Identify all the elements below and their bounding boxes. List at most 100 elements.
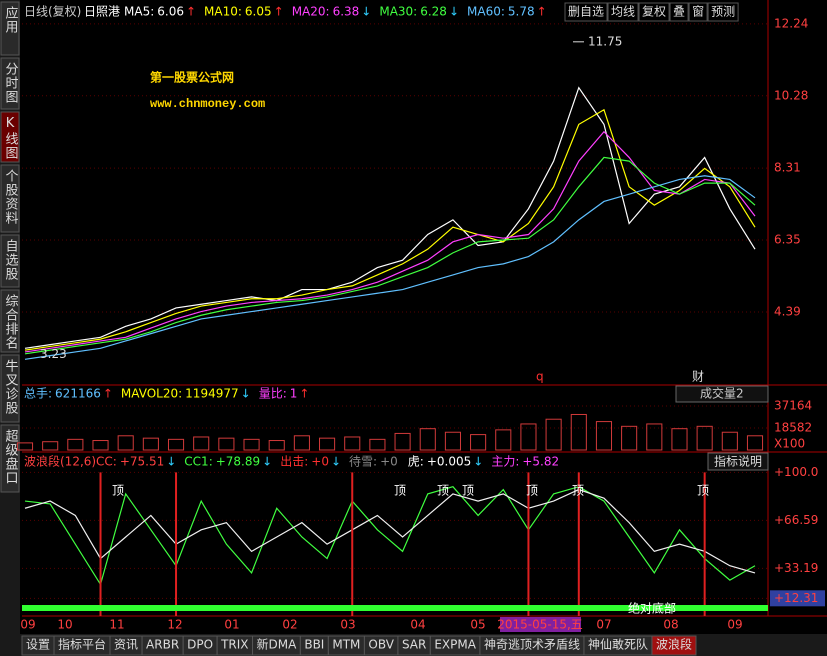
toolbar-button[interactable]: 预测 [711, 5, 735, 19]
tab-label[interactable]: OBV [368, 638, 394, 652]
header-arrow: ↑ [537, 5, 547, 19]
watermark: www.chnmoney.com [150, 97, 265, 111]
toolbar-button[interactable]: 窗 [692, 5, 704, 19]
tab-label[interactable]: 神奇逃顶术矛盾线 [484, 638, 580, 652]
toolbar-frame[interactable] [564, 2, 608, 22]
toolbar-frame[interactable] [638, 2, 670, 22]
x-tick-label: 04 [410, 618, 425, 632]
header-label: 待雪: [349, 455, 377, 469]
series-line [24, 488, 756, 574]
header-label: 出击: [280, 455, 308, 469]
tab-label[interactable]: ARBR [146, 638, 179, 652]
tab-label[interactable]: 波浪段 [656, 637, 692, 652]
side-tab-label[interactable]: 自选股 [3, 239, 19, 281]
header-label: CC1: [184, 455, 212, 469]
volume-bar [16, 442, 34, 451]
x-tick-label: 12 [167, 618, 182, 632]
indicator-name: 波浪段(12,6) [24, 454, 96, 469]
cursor-date-bg [500, 617, 581, 632]
toolbar-frame[interactable] [607, 2, 639, 22]
tab-label[interactable]: 指标平台 [58, 637, 106, 652]
band [22, 605, 768, 611]
peak-label: 顶 [112, 484, 124, 498]
selector[interactable] [675, 385, 769, 403]
side-tab[interactable] [0, 1, 20, 56]
side-tab[interactable] [0, 424, 20, 493]
volume-bar [444, 431, 461, 451]
side-tab-label[interactable]: 应用 [3, 5, 19, 34]
selector-label[interactable]: 成交量2 [700, 386, 744, 401]
tab-label[interactable]: BBI [304, 638, 324, 652]
header-label: 虎: [408, 455, 424, 469]
series-line [24, 175, 756, 360]
x-tick-label: 09 [727, 618, 742, 632]
y-tick-label: 4.39 [774, 304, 801, 318]
header-value: 621166 [55, 387, 101, 401]
header-label: CC: [96, 455, 117, 469]
tab-label[interactable]: SAR [402, 638, 426, 652]
toolbar-frame[interactable] [707, 2, 739, 22]
header-label: 主力: [491, 455, 519, 469]
volume-bar [167, 438, 185, 451]
tab-label[interactable]: 设置 [26, 638, 50, 652]
toolbar-button[interactable]: 均线 [611, 5, 635, 19]
max-label: 11.75 [588, 34, 622, 48]
header-arrow: ↑ [274, 5, 284, 19]
volume-bar [495, 429, 512, 451]
side-tab[interactable] [0, 234, 20, 288]
header-value: 6.38 [333, 5, 360, 19]
header-value: 6.28 [420, 5, 447, 19]
tab-label[interactable]: 新DMA [257, 637, 298, 652]
side-tab-label[interactable]: 个股资料 [3, 169, 19, 225]
tab-label[interactable]: 资讯 [114, 638, 138, 652]
tab-label[interactable]: TRIX [220, 638, 248, 652]
series-line [24, 486, 756, 586]
side-tab-label[interactable]: 综合排名 [3, 294, 19, 350]
y-tick-label: +66.59 [774, 513, 818, 527]
toolbar-button[interactable]: 删自选 [568, 5, 604, 19]
volume-bar [394, 432, 411, 451]
side-tab-label[interactable]: 牛叉诊股 [3, 359, 19, 415]
tab[interactable] [651, 635, 697, 656]
header-label: MA20: [292, 5, 330, 19]
tab-label[interactable]: MTM [332, 638, 360, 652]
header-label: MA5: [124, 5, 154, 19]
header-arrow: ↑ [299, 387, 309, 401]
volume-bar [344, 436, 361, 451]
tab-label[interactable]: 神仙敢死队 [588, 637, 648, 652]
volume-bar [696, 425, 713, 451]
header-value: +75.51 [120, 455, 164, 469]
volume-bar [243, 438, 260, 451]
side-tab[interactable] [0, 354, 20, 423]
volume-bar [117, 435, 134, 451]
tab-label[interactable]: EXPMA [434, 638, 476, 652]
peak-label: 顶 [437, 484, 449, 498]
toolbar-frame[interactable] [669, 2, 689, 22]
toolbar-button[interactable]: 叠 [673, 5, 685, 19]
tab-label[interactable]: DPO [187, 638, 213, 652]
toolbar-button[interactable]: 复权 [642, 5, 666, 19]
volume-bar [67, 438, 84, 451]
side-tab-label[interactable]: K线图 [3, 116, 19, 160]
header-arrow: ↓ [241, 387, 251, 401]
y-tick-label: 12.24 [774, 16, 808, 30]
side-tab-label[interactable]: 超级盘口 [3, 429, 19, 485]
side-tab[interactable] [0, 164, 20, 233]
header-value: +0.005 [427, 455, 471, 469]
side-tab-label[interactable]: 分时图 [3, 62, 19, 104]
header-label: MA60: [467, 5, 505, 19]
volume-bar [193, 436, 210, 451]
header-arrow: ↓ [361, 5, 371, 19]
side-tab[interactable] [0, 111, 20, 163]
side-tab[interactable] [0, 57, 20, 110]
side-tab[interactable] [0, 289, 20, 353]
help-button-label[interactable]: 指标说明 [714, 454, 762, 469]
marker: 财 [692, 370, 704, 384]
series-line [24, 130, 756, 353]
help-button[interactable] [707, 452, 769, 471]
volume-bar [721, 431, 738, 451]
peak-label: 顶 [697, 484, 709, 498]
series-line [24, 108, 756, 351]
toolbar-frame[interactable] [688, 2, 708, 22]
volume-bar [545, 418, 562, 451]
